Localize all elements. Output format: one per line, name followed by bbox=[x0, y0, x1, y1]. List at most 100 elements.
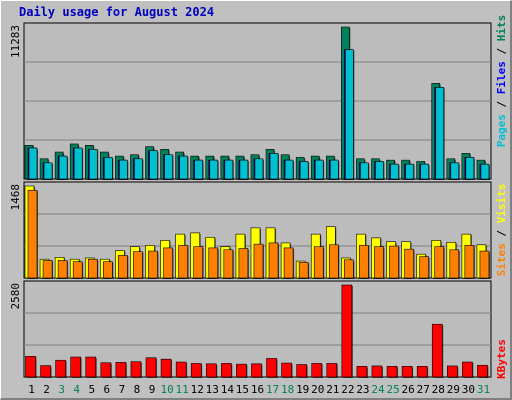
legend-kbytes-part: KBytes bbox=[495, 339, 508, 379]
x-day-label: 12 bbox=[191, 383, 204, 396]
pages-bar bbox=[149, 150, 158, 180]
kbytes-bar bbox=[205, 363, 217, 378]
kbytes-bar bbox=[221, 363, 232, 378]
x-day-label: 21 bbox=[326, 383, 339, 396]
kbytes-bar bbox=[85, 356, 97, 378]
pages-bar bbox=[420, 163, 429, 180]
kbytes-bar bbox=[160, 358, 172, 378]
pages-bar bbox=[224, 159, 234, 180]
x-day-label: 22 bbox=[341, 383, 354, 396]
pages-bar bbox=[480, 163, 490, 180]
pages-bar bbox=[345, 49, 354, 180]
legend-pages-files-hits-part: / bbox=[495, 41, 508, 61]
legend-kbytes: KBytes bbox=[495, 339, 508, 379]
kbytes-bar bbox=[175, 361, 187, 378]
x-day-label: 31 bbox=[477, 383, 490, 396]
pages-bar bbox=[28, 147, 38, 180]
pages-bar bbox=[254, 158, 264, 180]
pages-bar bbox=[119, 159, 128, 180]
x-day-label: 8 bbox=[134, 383, 141, 396]
y-max-label: 1468 bbox=[9, 184, 22, 211]
kbytes-bar bbox=[40, 365, 51, 378]
pages-bar bbox=[390, 163, 399, 180]
x-day-label: 14 bbox=[221, 383, 235, 396]
legend-sites-visits-part: / bbox=[495, 223, 508, 243]
pages-bar bbox=[450, 162, 460, 180]
sites-bar bbox=[193, 246, 204, 279]
pages-bar bbox=[164, 154, 173, 180]
pages-bar bbox=[73, 147, 83, 180]
pages-bar bbox=[58, 155, 68, 180]
pages-bar bbox=[435, 87, 445, 180]
pages-bar bbox=[405, 163, 414, 180]
pages-bar bbox=[329, 159, 339, 180]
pages-bar bbox=[360, 162, 369, 180]
kbytes-bar bbox=[100, 362, 112, 378]
pages-bar bbox=[88, 149, 98, 180]
kbytes-bar bbox=[115, 362, 127, 378]
kbytes-bar bbox=[371, 365, 383, 378]
kbytes-bar bbox=[477, 364, 488, 378]
kbytes-bar bbox=[311, 363, 323, 378]
pages-bar bbox=[299, 161, 309, 180]
sites-bar bbox=[57, 260, 68, 279]
kbytes-bar bbox=[25, 356, 36, 378]
pages-bar bbox=[284, 159, 294, 180]
sites-bar bbox=[268, 242, 279, 279]
sites-bar bbox=[253, 243, 264, 279]
sites-bar bbox=[72, 261, 83, 279]
sites-bar bbox=[118, 255, 128, 279]
sites-bar bbox=[163, 247, 173, 279]
sites-bar bbox=[313, 246, 324, 279]
x-day-label: 2 bbox=[43, 383, 50, 396]
kbytes-bar bbox=[251, 363, 262, 378]
pages-bar bbox=[314, 159, 324, 180]
sites-bar bbox=[374, 246, 384, 279]
kbytes-bar bbox=[431, 323, 443, 378]
sites-bar bbox=[449, 249, 460, 279]
kbytes-bar bbox=[281, 362, 292, 378]
kbytes-bar bbox=[236, 363, 247, 378]
sites-bar bbox=[344, 259, 354, 279]
x-day-label: 29 bbox=[447, 383, 460, 396]
x-day-label: 6 bbox=[104, 383, 111, 396]
pages-bar bbox=[375, 161, 384, 180]
pages-bar bbox=[43, 162, 53, 180]
x-day-label: 25 bbox=[386, 383, 399, 396]
x-day-label: 16 bbox=[251, 383, 264, 396]
sites-bar bbox=[419, 256, 429, 279]
legend-sites-visits-part: Visits bbox=[495, 184, 508, 224]
x-day-label: 15 bbox=[236, 383, 249, 396]
sites-bar bbox=[103, 261, 113, 279]
kbytes-bar bbox=[416, 366, 428, 378]
sites-bar bbox=[42, 260, 53, 279]
pages-bar bbox=[104, 157, 113, 180]
x-day-label: 10 bbox=[160, 383, 173, 396]
kbytes-bar bbox=[341, 284, 353, 378]
chart-title: Daily usage for August 2024 bbox=[19, 5, 215, 19]
sites-bar bbox=[133, 251, 143, 279]
x-day-label: 24 bbox=[371, 383, 385, 396]
sites-bar bbox=[208, 247, 219, 279]
x-day-label: 23 bbox=[356, 383, 369, 396]
kbytes-bar bbox=[70, 356, 81, 378]
x-day-label: 11 bbox=[176, 383, 189, 396]
legend-sites-visits: Sites / Visits bbox=[495, 184, 508, 277]
legend-pages-files-hits-part: Hits bbox=[495, 15, 508, 42]
pages-bar bbox=[269, 153, 279, 180]
kbytes-bar bbox=[296, 364, 307, 378]
legend-pages-files-hits-part: / bbox=[495, 94, 508, 114]
legend-pages-files-hits-part: Files bbox=[495, 61, 508, 94]
sites-bar bbox=[389, 245, 399, 279]
x-day-label: 3 bbox=[58, 383, 65, 396]
sites-bar bbox=[359, 245, 369, 279]
kbytes-bar bbox=[266, 358, 277, 378]
sites-bar bbox=[298, 262, 309, 279]
x-day-label: 13 bbox=[206, 383, 219, 396]
x-day-label: 26 bbox=[402, 383, 415, 396]
sites-bar bbox=[404, 248, 414, 279]
sites-bar bbox=[238, 248, 249, 279]
sites-bar bbox=[479, 250, 490, 279]
